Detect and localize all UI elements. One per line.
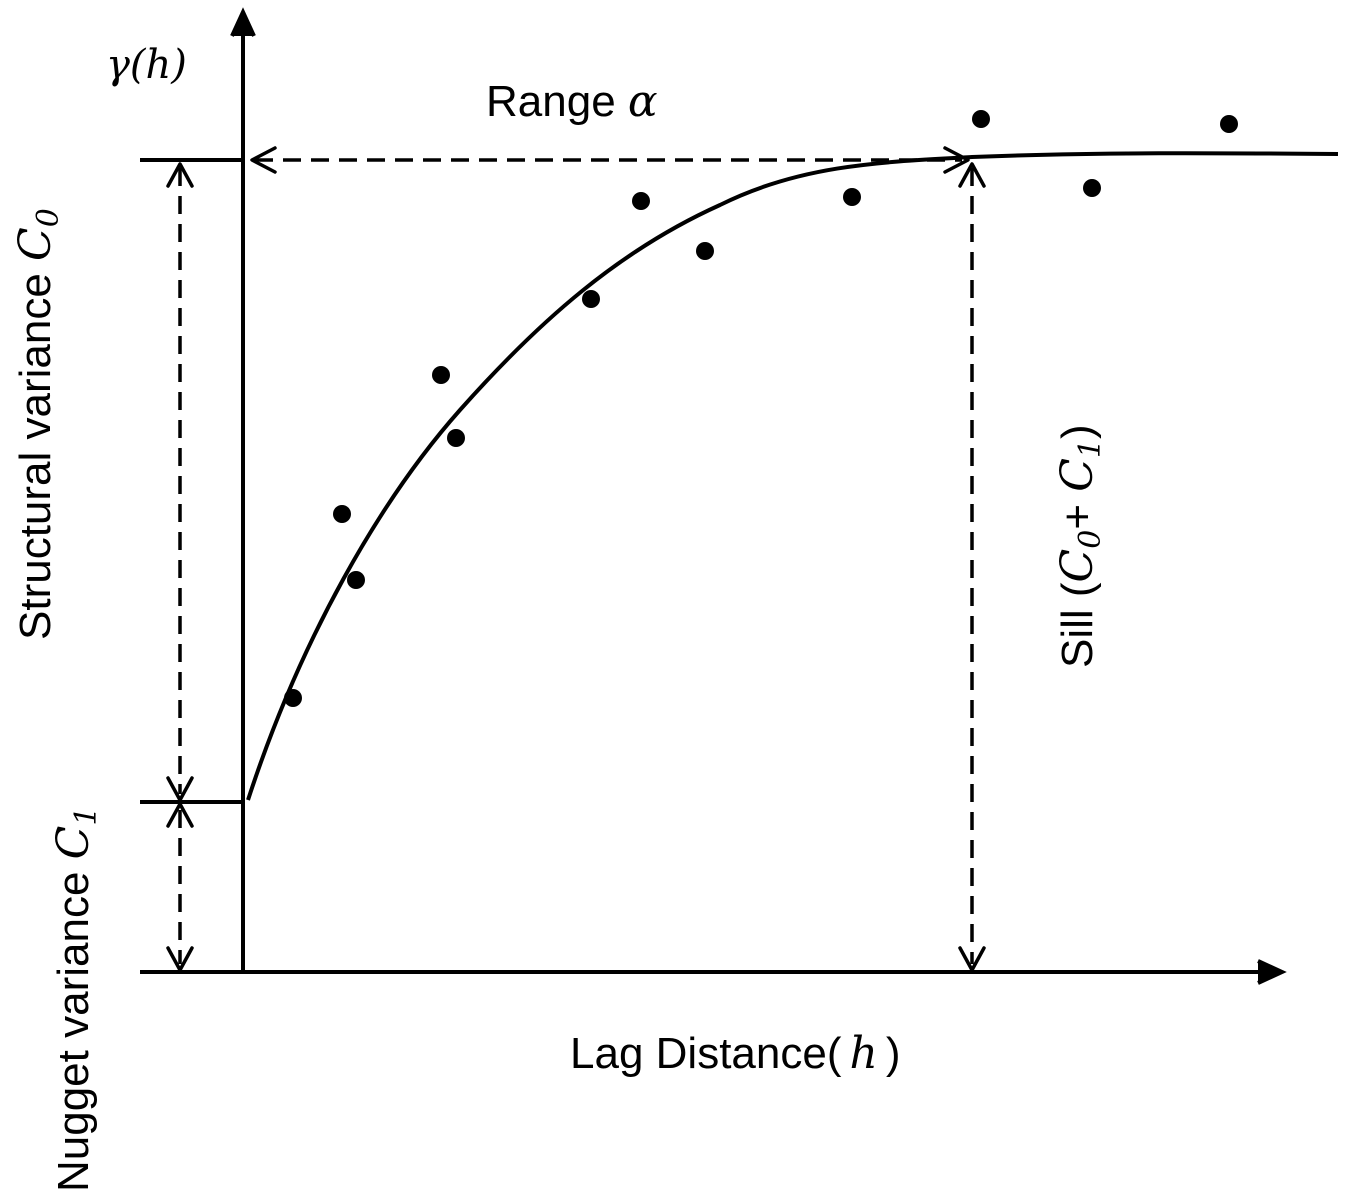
variogram-model-curve	[246, 151, 1339, 801]
sill-c0: C	[1052, 549, 1103, 583]
sill-close: )	[1053, 424, 1102, 439]
structural-text: Structural variance	[11, 261, 60, 640]
data-point	[696, 242, 714, 260]
data-point	[333, 505, 351, 523]
data-point	[1083, 179, 1101, 197]
structural-symbol: C	[10, 227, 61, 261]
nugget-arrow-bottom	[166, 946, 194, 972]
data-point	[972, 110, 990, 128]
nugget-subscript: 1	[69, 807, 104, 826]
data-point	[284, 689, 302, 707]
sill-c0-subscript: 0	[1073, 530, 1108, 549]
x-axis-label: Lag Distance(h)	[570, 1028, 900, 1079]
sill-label: Sill (C0+ C1)	[1052, 424, 1108, 668]
structural-variance-label: Structural variance C0	[10, 208, 66, 640]
range-text: Range	[486, 77, 628, 126]
x-axis-text: Lag Distance(	[570, 1029, 842, 1078]
range-arrow-right	[943, 146, 970, 174]
sill-arrow-bottom	[958, 946, 986, 972]
data-point	[447, 429, 465, 447]
data-point	[432, 366, 450, 384]
x-axis-close: )	[886, 1029, 901, 1078]
sill-plus: +	[1053, 492, 1102, 530]
data-point	[632, 192, 650, 210]
range-label: Range α	[486, 76, 658, 127]
range-arrow-left	[250, 146, 277, 174]
structural-arrow-top	[166, 162, 194, 188]
sill-c1-subscript: 1	[1073, 439, 1108, 458]
nugget-variance-label: Nugget variance C1	[48, 807, 104, 1192]
data-point	[347, 571, 365, 589]
range-symbol: α	[628, 76, 658, 127]
structural-arrow-bottom	[166, 776, 194, 802]
data-point	[843, 188, 861, 206]
data-point	[582, 290, 600, 308]
structural-subscript: 0	[31, 208, 66, 227]
nugget-text: Nugget variance	[49, 859, 98, 1192]
x-axis-var: h	[849, 1028, 877, 1079]
x-axis-arrow	[1257, 959, 1287, 985]
nugget-arrow-top	[166, 802, 194, 828]
nugget-symbol: C	[48, 826, 99, 860]
data-point	[1220, 115, 1238, 133]
y-axis-label: γ(h)	[106, 42, 187, 88]
y-axis-arrow	[230, 7, 256, 37]
sill-arrow-top	[958, 162, 986, 188]
sill-text: Sill (	[1053, 582, 1102, 668]
sill-c1: C	[1052, 458, 1103, 492]
